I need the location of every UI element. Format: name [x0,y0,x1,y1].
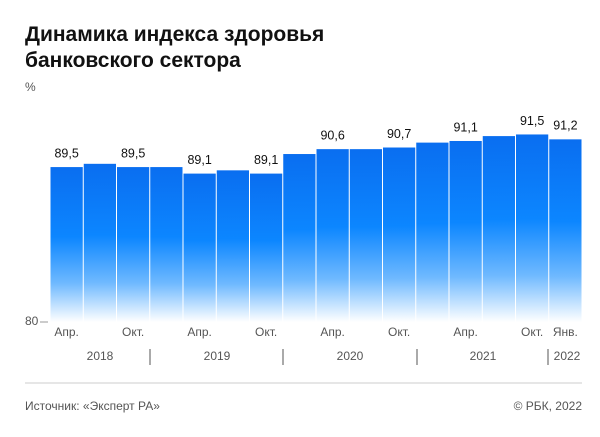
bar [50,167,83,322]
x-tick-label: Окт. [255,325,277,339]
data-label: 90,7 [387,127,411,141]
bar [349,149,382,322]
bar [83,163,116,322]
bar [416,142,449,322]
bar [216,170,249,322]
source: Источник: «Эксперт РА» [25,399,160,413]
bar [250,173,283,322]
x-tick-label: Апр. [54,325,79,339]
data-label: 89,1 [187,153,211,167]
year-label: 2020 [337,349,364,363]
bar [283,154,316,322]
bar [482,136,515,322]
data-label: 90,6 [320,128,344,142]
y-tick-label: 80 [25,314,39,328]
bar [549,139,582,322]
data-label: 91,2 [553,119,577,133]
x-tick-label: Окт. [122,325,144,339]
bar [117,167,150,322]
x-tick-label: Апр. [320,325,345,339]
x-tick-label: Окт. [388,325,410,339]
data-label: 91,5 [520,114,544,128]
y-axis-label: % [25,80,36,94]
year-label: 2018 [87,349,114,363]
x-tick-label: Янв. [553,325,578,339]
data-label: 89,5 [54,146,78,160]
x-tick-label: Окт. [521,325,543,339]
bar [183,173,216,322]
x-tick-label: Апр. [453,325,478,339]
chart-title: Динамика индекса здоровья банковского сек… [25,23,324,72]
data-label: 89,1 [254,153,278,167]
year-label: 2022 [554,349,581,363]
year-label: 2019 [204,349,231,363]
data-label: 89,5 [121,146,145,160]
bar [516,134,549,322]
bar [150,167,183,322]
bar [449,140,482,322]
x-tick-label: Апр. [187,325,212,339]
bar [316,149,349,322]
year-label: 2021 [470,349,497,363]
bar [383,147,416,322]
credit: © РБК, 2022 [514,399,583,413]
data-label: 91,1 [453,120,477,134]
